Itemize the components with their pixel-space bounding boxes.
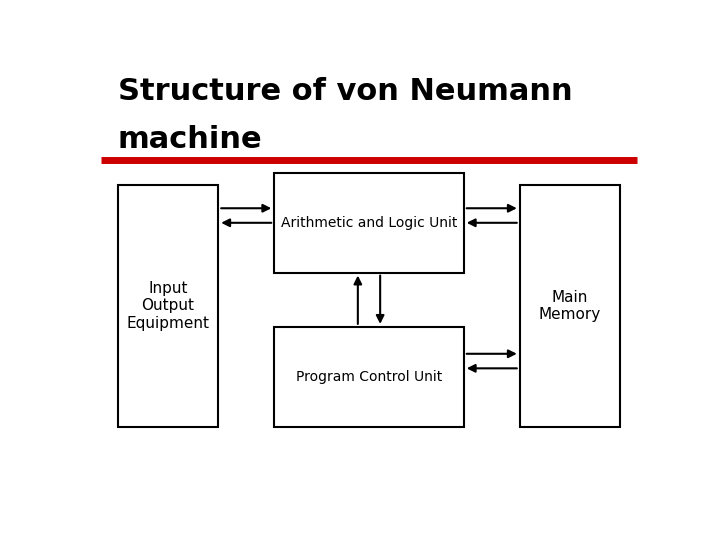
Text: machine: machine	[118, 125, 263, 154]
Bar	[118, 185, 218, 427]
Bar	[274, 327, 464, 427]
Bar	[520, 185, 620, 427]
Text: Structure of von Neumann: Structure of von Neumann	[118, 77, 572, 106]
Text: Main
Memory: Main Memory	[539, 290, 601, 322]
Bar	[274, 173, 464, 273]
Text: Program Control Unit: Program Control Unit	[296, 370, 442, 383]
Text: Input
Output
Equipment: Input Output Equipment	[127, 281, 210, 331]
Text: Arithmetic and Logic Unit: Arithmetic and Logic Unit	[281, 216, 457, 230]
